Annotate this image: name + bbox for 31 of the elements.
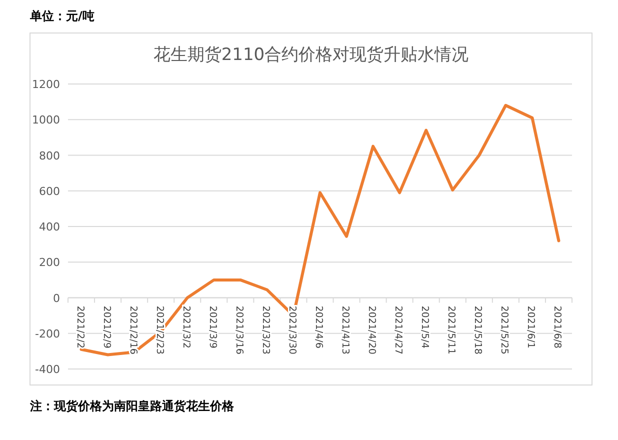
y-tick-label: 800	[39, 149, 60, 162]
y-tick-label: 1200	[32, 78, 60, 91]
x-tick-label: 2021/3/9	[206, 306, 218, 348]
y-tick-label: 1000	[32, 114, 60, 127]
x-tick-label: 2021/5/11	[446, 306, 457, 354]
x-tick-label: 2021/5/4	[419, 306, 430, 348]
x-tick-label: 2021/3/2	[180, 306, 192, 348]
x-tick-label: 2021/4/20	[366, 306, 378, 354]
chart-title: 花生期货2110合约价格对现货升贴水情况	[153, 45, 469, 65]
x-tick-label: 2021/2/16	[127, 306, 138, 354]
x-tick-label: 2021/2/2	[74, 306, 86, 348]
y-tick-label: 200	[39, 256, 60, 270]
text: 注：现货价格为南阳皇路通货花生价格	[29, 399, 235, 413]
x-tick-label: 2021/3/30	[286, 306, 298, 354]
x-tick-label: 2021/2/9	[100, 306, 112, 348]
x-tick-label: 2021/4/6	[313, 306, 324, 348]
y-tick-label: 600	[39, 184, 60, 198]
x-tick-label: 2021/2/23	[154, 306, 165, 354]
x-tick-label: 2021/4/27	[392, 306, 404, 354]
y-tick-label: 400	[39, 220, 60, 234]
x-tick-label: 2021/5/18	[472, 306, 484, 354]
x-tick-label: 2021/3/16	[233, 306, 244, 354]
y-axis-title: 单位：元/吨	[29, 9, 94, 23]
x-tick-label: 2021/3/23	[260, 306, 271, 354]
x-tick-label: 2021/6/8	[552, 306, 563, 348]
y-tick-label: -200	[35, 327, 60, 340]
x-tick-label: 2021/6/1	[525, 306, 536, 348]
y-tick-label: 0	[53, 292, 60, 305]
x-tick-label: 2021/4/13	[340, 306, 351, 354]
y-tick-label: -400	[35, 363, 60, 376]
x-tick-label: 2021/5/25	[498, 306, 510, 354]
